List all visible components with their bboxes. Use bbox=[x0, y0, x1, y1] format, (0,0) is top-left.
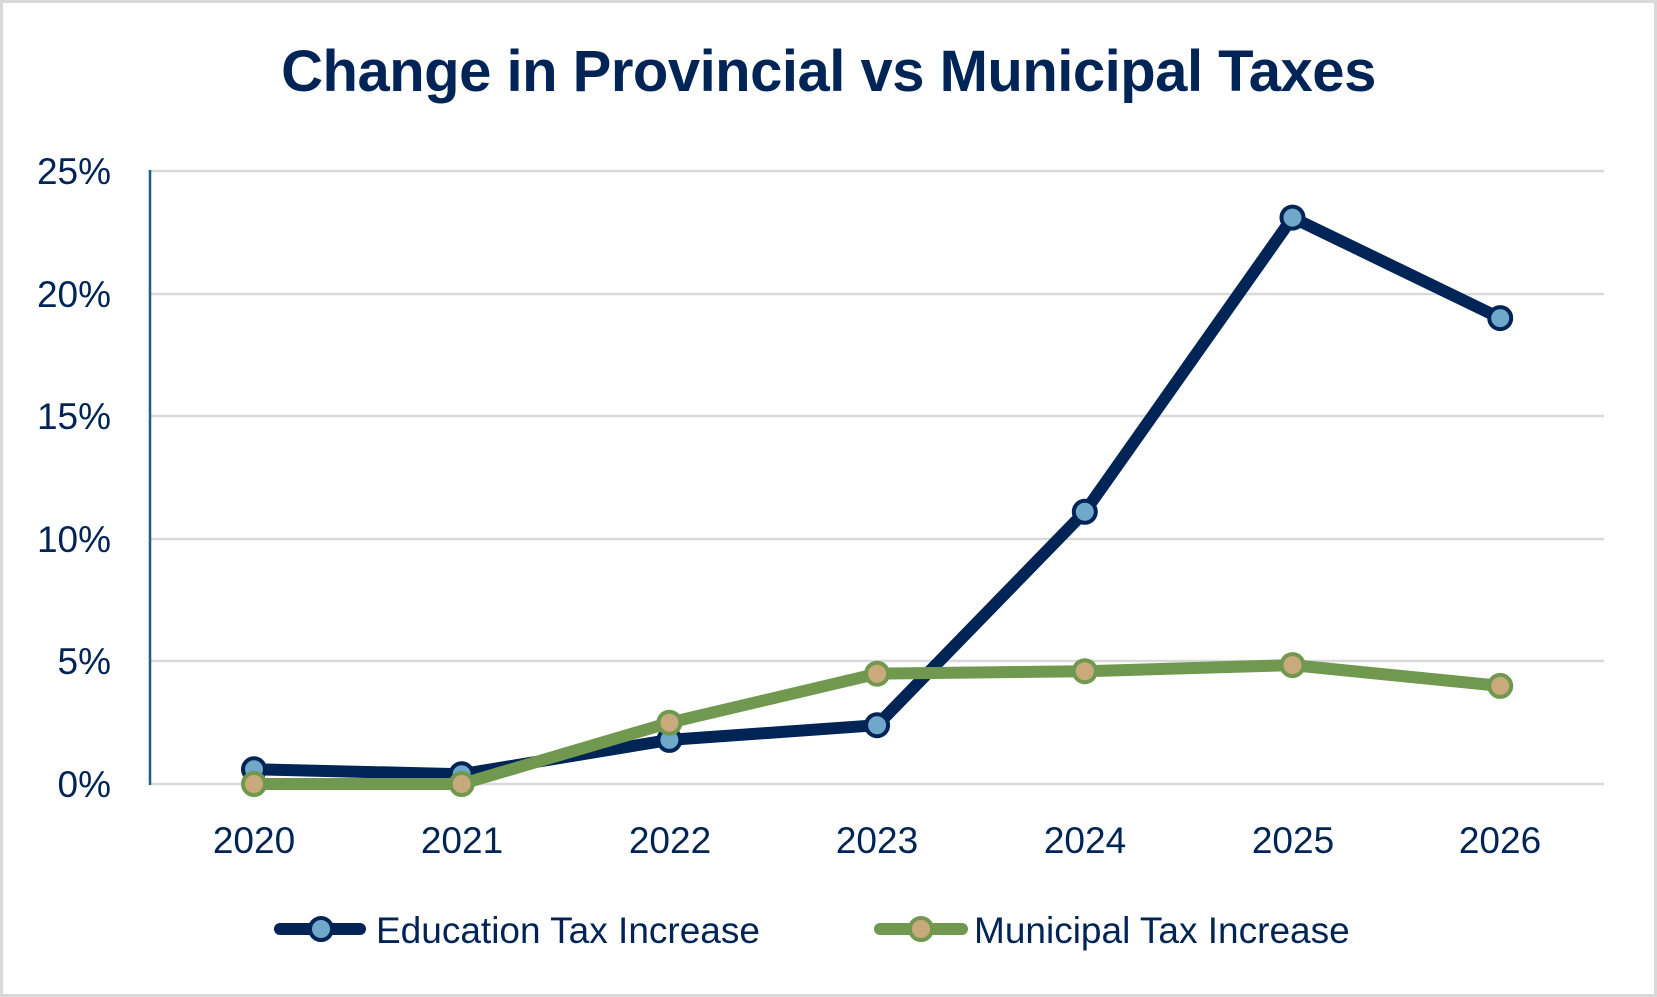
series-municipal-tax-increase bbox=[241, 652, 1514, 797]
data-point-marker[interactable] bbox=[864, 712, 891, 739]
data-point-marker[interactable] bbox=[656, 709, 683, 736]
legend-marker-circle-icon bbox=[308, 916, 334, 942]
y-tick-label: 5% bbox=[58, 641, 111, 682]
data-point-marker[interactable] bbox=[241, 771, 267, 797]
y-axis-labels: 25% 20% 15% 10% 5% 0% bbox=[37, 151, 111, 805]
x-axis-labels: 2020 2021 2022 2023 2024 2025 2026 bbox=[213, 820, 1541, 861]
y-tick-label: 0% bbox=[58, 764, 111, 805]
x-tick-label: 2020 bbox=[213, 820, 295, 861]
data-point-marker[interactable] bbox=[1279, 204, 1306, 231]
data-point-marker[interactable] bbox=[1071, 658, 1098, 685]
x-tick-label: 2023 bbox=[836, 820, 918, 861]
x-tick-label: 2026 bbox=[1459, 820, 1541, 861]
data-point-marker[interactable] bbox=[448, 771, 475, 797]
legend-label-education: Education Tax Increase bbox=[376, 910, 760, 951]
legend-item-municipal[interactable]: Municipal Tax Increase bbox=[874, 910, 1350, 951]
chart-title: Change in Provincial vs Municipal Taxes bbox=[281, 39, 1376, 104]
x-tick-label: 2025 bbox=[1252, 820, 1334, 861]
data-point-marker[interactable] bbox=[1487, 305, 1514, 332]
legend-label-municipal: Municipal Tax Increase bbox=[974, 910, 1350, 951]
series-line bbox=[248, 211, 1507, 781]
data-point-marker[interactable] bbox=[864, 660, 891, 687]
y-tick-label: 15% bbox=[37, 396, 111, 437]
x-tick-label: 2021 bbox=[421, 820, 503, 861]
x-tick-label: 2024 bbox=[1044, 820, 1126, 861]
data-point-marker[interactable] bbox=[1487, 672, 1514, 699]
y-tick-label: 20% bbox=[37, 274, 111, 315]
legend-item-education[interactable]: Education Tax Increase bbox=[274, 910, 760, 951]
y-tick-label: 10% bbox=[37, 519, 111, 560]
legend-marker-circle-icon bbox=[908, 916, 934, 942]
data-point-marker[interactable] bbox=[1279, 652, 1306, 679]
data-point-marker[interactable] bbox=[1071, 498, 1098, 525]
y-tick-label: 25% bbox=[37, 151, 111, 192]
x-tick-label: 2022 bbox=[629, 820, 711, 861]
legend: Education Tax Increase Municipal Tax Inc… bbox=[274, 910, 1350, 951]
